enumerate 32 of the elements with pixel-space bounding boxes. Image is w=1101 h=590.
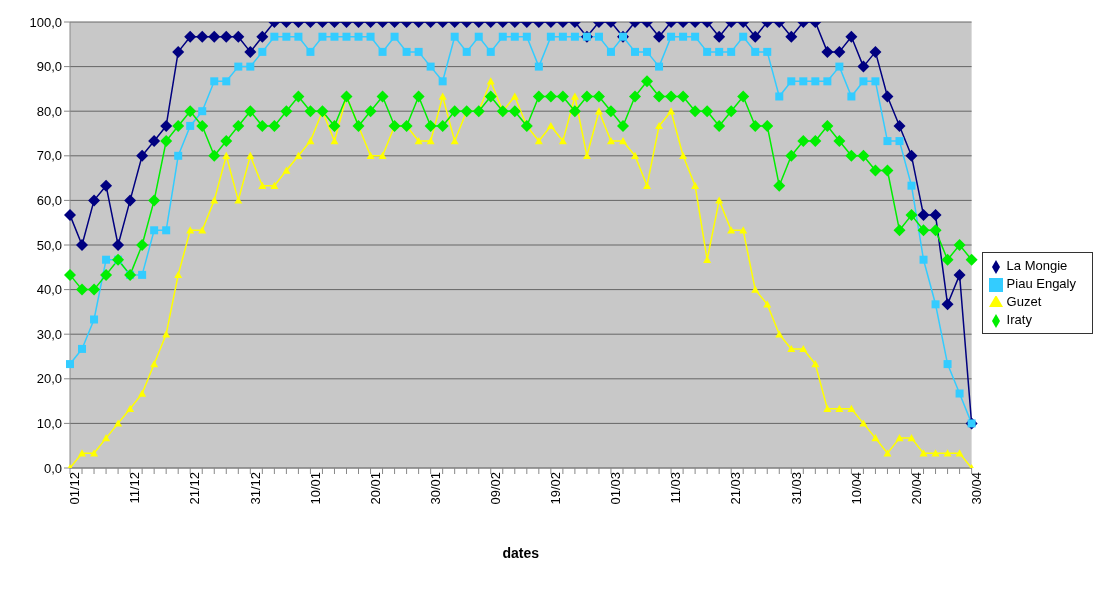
y-tick-label: 80,0 bbox=[36, 103, 62, 119]
y-tick-label: 90,0 bbox=[36, 59, 62, 75]
x-tick-label: 20/01 bbox=[367, 472, 383, 505]
y-tick-label: 0,0 bbox=[43, 460, 62, 476]
x-tick-label: 11/03 bbox=[668, 472, 684, 504]
y-tick-label: 10,0 bbox=[36, 416, 62, 432]
x-tick-label: 30/04 bbox=[968, 472, 984, 505]
y-tick-label: 40,0 bbox=[36, 282, 62, 298]
y-tick-label: 100,0 bbox=[29, 14, 62, 30]
x-tick-label: 01/12 bbox=[67, 472, 83, 505]
x-tick-label: 31/03 bbox=[788, 472, 804, 505]
x-tick-label: 21/03 bbox=[728, 472, 744, 505]
x-tick-label: 01/03 bbox=[608, 472, 624, 505]
x-axis-title: dates bbox=[502, 545, 540, 561]
legend-label: La Mongie bbox=[1006, 258, 1068, 273]
x-tick-label: 21/12 bbox=[187, 472, 203, 505]
y-tick-label: 20,0 bbox=[36, 371, 62, 387]
y-tick-label: 60,0 bbox=[36, 193, 62, 209]
x-tick-label: 10/01 bbox=[307, 472, 323, 505]
x-tick-label: 10/04 bbox=[848, 472, 864, 505]
x-tick-label: 19/02 bbox=[548, 472, 564, 505]
x-tick-label: 09/02 bbox=[487, 472, 503, 505]
legend-label: Piau Engaly bbox=[1006, 276, 1076, 291]
y-tick-label: 50,0 bbox=[36, 237, 62, 253]
y-tick-label: 70,0 bbox=[36, 148, 62, 164]
x-tick-label: 11/12 bbox=[127, 472, 143, 504]
x-tick-label: 20/04 bbox=[908, 472, 924, 505]
y-tick-label: 30,0 bbox=[36, 326, 62, 342]
x-tick-label: 30/01 bbox=[427, 472, 443, 505]
x-tick-label: 31/12 bbox=[247, 472, 263, 505]
legend-label: Iraty bbox=[1006, 312, 1032, 327]
legend-label: Guzet bbox=[1006, 294, 1042, 309]
